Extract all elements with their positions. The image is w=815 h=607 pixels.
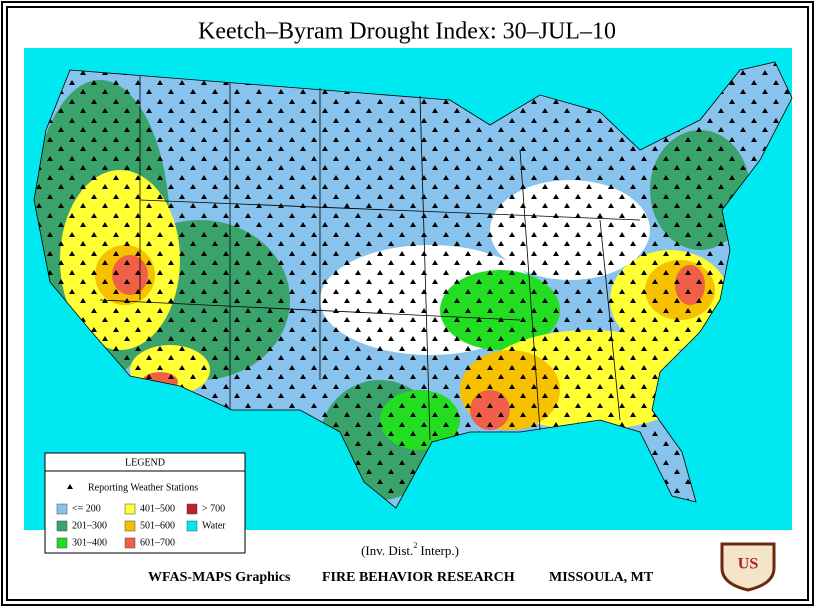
station-symbol: [67, 484, 73, 489]
footer-text: FIRE BEHAVIOR RESEARCH: [322, 570, 515, 585]
legend-swatch: [186, 520, 198, 532]
legend-label: 601–700: [140, 537, 175, 548]
legend-label: 201–300: [72, 520, 107, 531]
legend-swatch: [186, 503, 198, 515]
map-title: Keetch–Byram Drought Index: 30–JUL–10: [198, 19, 616, 45]
state-borders: [33, 61, 793, 509]
note-text: (Inv. Dist.: [361, 543, 413, 558]
legend: LEGEND Reporting Weather Stations <= 200…: [44, 452, 246, 554]
legend-label: <= 200: [72, 503, 101, 514]
legend-swatch: [56, 520, 68, 532]
legend-label: > 700: [202, 503, 225, 514]
legend-swatch: [124, 503, 136, 515]
legend-box: [44, 452, 246, 554]
legend-swatch: [124, 537, 136, 549]
legend-label: Water: [202, 520, 226, 531]
legend-label: 301–400: [72, 537, 107, 548]
legend-swatch: [124, 520, 136, 532]
footer-text: MISSOULA, MT: [549, 570, 654, 585]
note-text: Interp.): [420, 543, 459, 558]
legend-label: 401–500: [140, 503, 175, 514]
legend-swatch: [56, 503, 68, 515]
note-superscript: 2: [413, 541, 417, 550]
legend-items: <= 200 201–300 301–400 401–500 501–600 601–70…: [56, 503, 226, 549]
logo-text: US: [738, 556, 759, 573]
forest-service-logo: US: [720, 542, 776, 592]
footer-text: WFAS-MAPS Graphics: [148, 570, 291, 585]
legend-swatch: [56, 537, 68, 549]
legend-label: 501–600: [140, 520, 175, 531]
interp-note: (Inv. Dist.2 Interp.): [361, 541, 459, 558]
inner-border: [6, 6, 809, 601]
legend-title: LEGEND: [125, 457, 165, 468]
stations-label: Reporting Weather Stations: [88, 482, 198, 493]
